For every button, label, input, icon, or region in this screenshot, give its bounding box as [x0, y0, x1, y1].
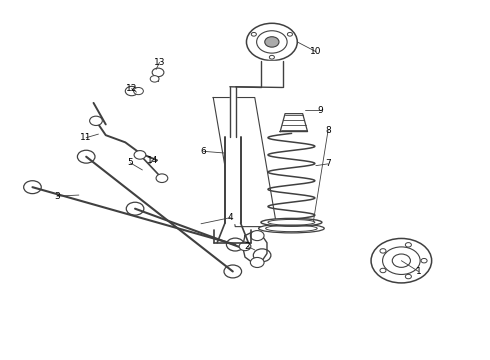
Circle shape: [246, 23, 297, 60]
Text: 4: 4: [227, 213, 233, 222]
Text: 2: 2: [245, 242, 250, 251]
Text: 12: 12: [126, 84, 137, 93]
Text: 6: 6: [200, 147, 206, 156]
Text: 1: 1: [416, 267, 421, 276]
Polygon shape: [225, 137, 241, 223]
Text: 14: 14: [147, 156, 158, 165]
Circle shape: [90, 116, 102, 126]
Polygon shape: [243, 232, 267, 264]
Circle shape: [239, 242, 251, 251]
Circle shape: [125, 86, 138, 96]
Circle shape: [257, 31, 287, 53]
Text: 8: 8: [325, 126, 331, 135]
Circle shape: [152, 68, 164, 77]
Circle shape: [134, 150, 146, 159]
Circle shape: [250, 230, 264, 240]
Circle shape: [251, 32, 256, 36]
Text: 10: 10: [310, 47, 321, 56]
Circle shape: [150, 76, 159, 82]
Text: 3: 3: [54, 192, 60, 201]
Circle shape: [270, 55, 274, 59]
Polygon shape: [230, 87, 236, 137]
Ellipse shape: [259, 224, 324, 233]
Polygon shape: [280, 114, 308, 132]
Circle shape: [265, 37, 279, 47]
Ellipse shape: [261, 219, 322, 226]
Polygon shape: [261, 60, 283, 87]
Text: 11: 11: [80, 133, 92, 142]
Circle shape: [134, 87, 144, 95]
Circle shape: [250, 257, 264, 267]
Text: 5: 5: [127, 158, 133, 167]
Text: 7: 7: [325, 159, 331, 168]
Text: 9: 9: [318, 105, 323, 114]
Text: 13: 13: [154, 58, 165, 67]
Circle shape: [287, 32, 293, 36]
Circle shape: [156, 174, 168, 183]
